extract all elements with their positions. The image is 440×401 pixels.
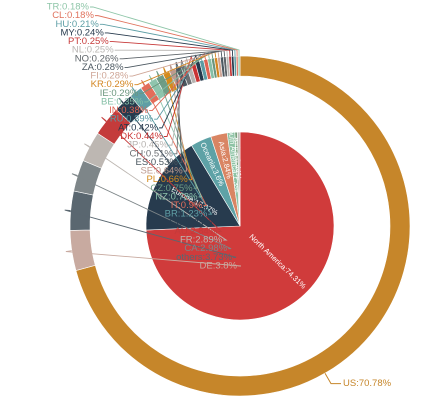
label-line bbox=[131, 86, 213, 215]
label-line bbox=[159, 54, 198, 129]
label-line bbox=[104, 32, 234, 57]
outer-labels: US:70.78% DE:3.8%others:3.73%CA:2.98%FR:2… bbox=[47, 2, 392, 390]
outer-label-at: AT:0.42% bbox=[118, 122, 159, 133]
inner-slice-unlabeled-6[interactable] bbox=[237, 131, 241, 227]
outer-label-gb: GB:1.84% bbox=[169, 217, 213, 228]
label-lines bbox=[64, 6, 341, 385]
outer-slice-tr[interactable] bbox=[237, 55, 241, 77]
outer-label-tr: TR:0.18% bbox=[47, 2, 90, 13]
outer-label-us: US:70.78% bbox=[343, 378, 392, 389]
label-line bbox=[134, 51, 217, 86]
label-line bbox=[65, 250, 242, 267]
outer-label-fr: FR:2.89% bbox=[180, 235, 223, 246]
inner-slice-europe[interactable] bbox=[145, 145, 241, 231]
label-line bbox=[173, 59, 184, 155]
outer-label-ch: CH:0.51% bbox=[130, 148, 174, 159]
outer-label-ie: IE:0.29% bbox=[100, 88, 139, 99]
label-line bbox=[94, 15, 238, 57]
label-line bbox=[99, 23, 236, 57]
outer-label-no: NO:0.26% bbox=[75, 53, 119, 64]
outer-label-kr: KR:0.29% bbox=[91, 79, 134, 90]
outer-label-br: BR:1.23% bbox=[165, 209, 208, 220]
label-line bbox=[64, 209, 237, 258]
outer-label-be: BE:0.35% bbox=[101, 96, 144, 107]
label-line bbox=[129, 50, 220, 77]
outer-label-de: DE:3.8% bbox=[200, 261, 238, 272]
outer-label-za: ZA:0.28% bbox=[82, 62, 124, 73]
label-line bbox=[324, 372, 341, 385]
outer-label-others: others:3.73% bbox=[176, 252, 233, 263]
inner-slice-label: Africa:0.44% bbox=[232, 137, 243, 180]
label-line bbox=[84, 143, 228, 241]
label-line bbox=[119, 50, 226, 60]
label-line bbox=[139, 51, 214, 94]
label-line bbox=[109, 41, 231, 57]
outer-label-ca: CA:2.98% bbox=[184, 243, 227, 254]
outer-label-au: AU:2.84% bbox=[174, 226, 217, 237]
outer-label-pl: PL:0.66% bbox=[146, 174, 188, 185]
outer-label-my: MY:0.24% bbox=[60, 27, 104, 38]
label-line bbox=[156, 70, 198, 189]
label-line bbox=[148, 74, 203, 198]
outer-label-fi: FI:0.28% bbox=[90, 71, 129, 82]
label-line bbox=[114, 49, 228, 57]
outer-label-cz: CZ:0.75% bbox=[150, 183, 193, 194]
outer-label-it: IT:0.9% bbox=[171, 200, 203, 211]
outer-label-es: ES:0.53% bbox=[136, 157, 179, 168]
outer-label-hu: HU:0.21% bbox=[56, 19, 100, 30]
outer-label-jp: JP:0.45% bbox=[127, 140, 168, 151]
outer-label-cl: CL:0.18% bbox=[52, 10, 94, 21]
label-line bbox=[168, 58, 189, 146]
outer-label-nl: NL:0.25% bbox=[72, 45, 114, 56]
label-line bbox=[90, 6, 240, 57]
outer-slice-others[interactable] bbox=[69, 190, 94, 231]
label-line bbox=[144, 52, 210, 103]
outer-label-pt: PT:0.25% bbox=[68, 36, 109, 47]
outer-slice-us[interactable] bbox=[75, 55, 411, 397]
label-line bbox=[164, 55, 194, 137]
outer-label-nz: NZ:0.78% bbox=[155, 191, 198, 202]
outer-label-dk: DK:0.44% bbox=[120, 131, 163, 142]
label-line bbox=[118, 97, 218, 224]
outer-label-in: IN:0.38% bbox=[109, 105, 149, 116]
label-line bbox=[101, 116, 223, 232]
label-line bbox=[71, 173, 232, 250]
outer-label-se: SE:0.64% bbox=[140, 166, 183, 177]
outer-slice-de[interactable] bbox=[69, 229, 96, 271]
label-line bbox=[124, 50, 223, 68]
outer-label-ru: RU:0.39% bbox=[110, 114, 154, 125]
label-line bbox=[163, 67, 193, 181]
inner-pie: North America:74.31%Europe:17.07%Oceania… bbox=[145, 124, 335, 321]
